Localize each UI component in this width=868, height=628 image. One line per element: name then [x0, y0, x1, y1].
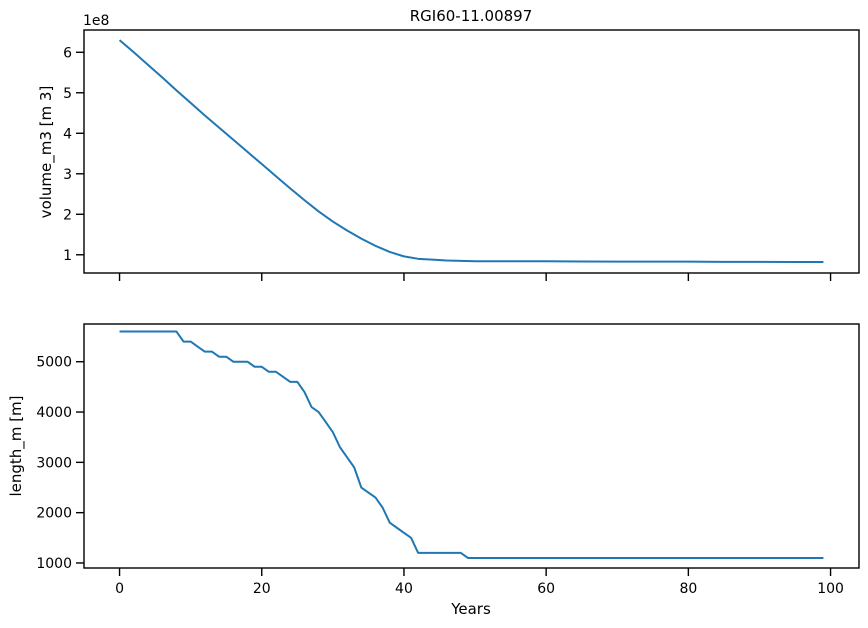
volume-y-tick-label: 2 — [63, 207, 72, 223]
length-x-tick-label: 80 — [679, 581, 697, 597]
volume-y-tick-label: 1 — [63, 248, 72, 264]
volume-series-line — [118, 39, 824, 264]
length-x-tick-label: 20 — [253, 581, 271, 597]
length-plot-frame — [83, 323, 860, 569]
length-y-tick-label: 5000 — [36, 355, 72, 371]
volume-y-tick-label: 5 — [63, 86, 72, 102]
length-y-tick-label: 3000 — [36, 455, 72, 471]
length-axis-ticks: 0 20 40 60 80 100 1000 2000 3000 4000 5000 — [36, 355, 844, 597]
length-panel: length_m [m] Years 0 20 40 60 80 100 1000 2000 3… — [7, 323, 860, 618]
volume-y-tick-label: 3 — [63, 167, 72, 183]
length-y-tick-label: 1000 — [36, 556, 72, 572]
length-series-line — [119, 330, 824, 559]
y-axis-label-length: length_m [m] — [7, 395, 26, 496]
length-y-tick-label: 4000 — [36, 405, 72, 421]
length-x-tick-label: 0 — [115, 581, 124, 597]
length-y-tick-label: 2000 — [36, 506, 72, 522]
x-axis-label: Years — [450, 600, 491, 618]
y-axis-label-volume: volume_m3 [m 3] — [37, 86, 56, 219]
volume-panel: RGI60-11.00897 1e8 volume_m3 [m 3] 1 2 3 4 5… — [37, 7, 860, 281]
chart-title: RGI60-11.00897 — [410, 7, 533, 25]
volume-y-tick-label: 6 — [63, 45, 72, 61]
length-x-tick-label: 40 — [395, 581, 413, 597]
length-x-tick-label: 100 — [817, 581, 844, 597]
volume-y-tick-label: 4 — [63, 126, 72, 142]
volume-axis-ticks: 1 2 3 4 5 6 — [63, 45, 832, 281]
y-offset-text: 1e8 — [83, 13, 109, 29]
volume-plot-frame — [83, 29, 860, 274]
length-x-tick-label: 60 — [537, 581, 555, 597]
